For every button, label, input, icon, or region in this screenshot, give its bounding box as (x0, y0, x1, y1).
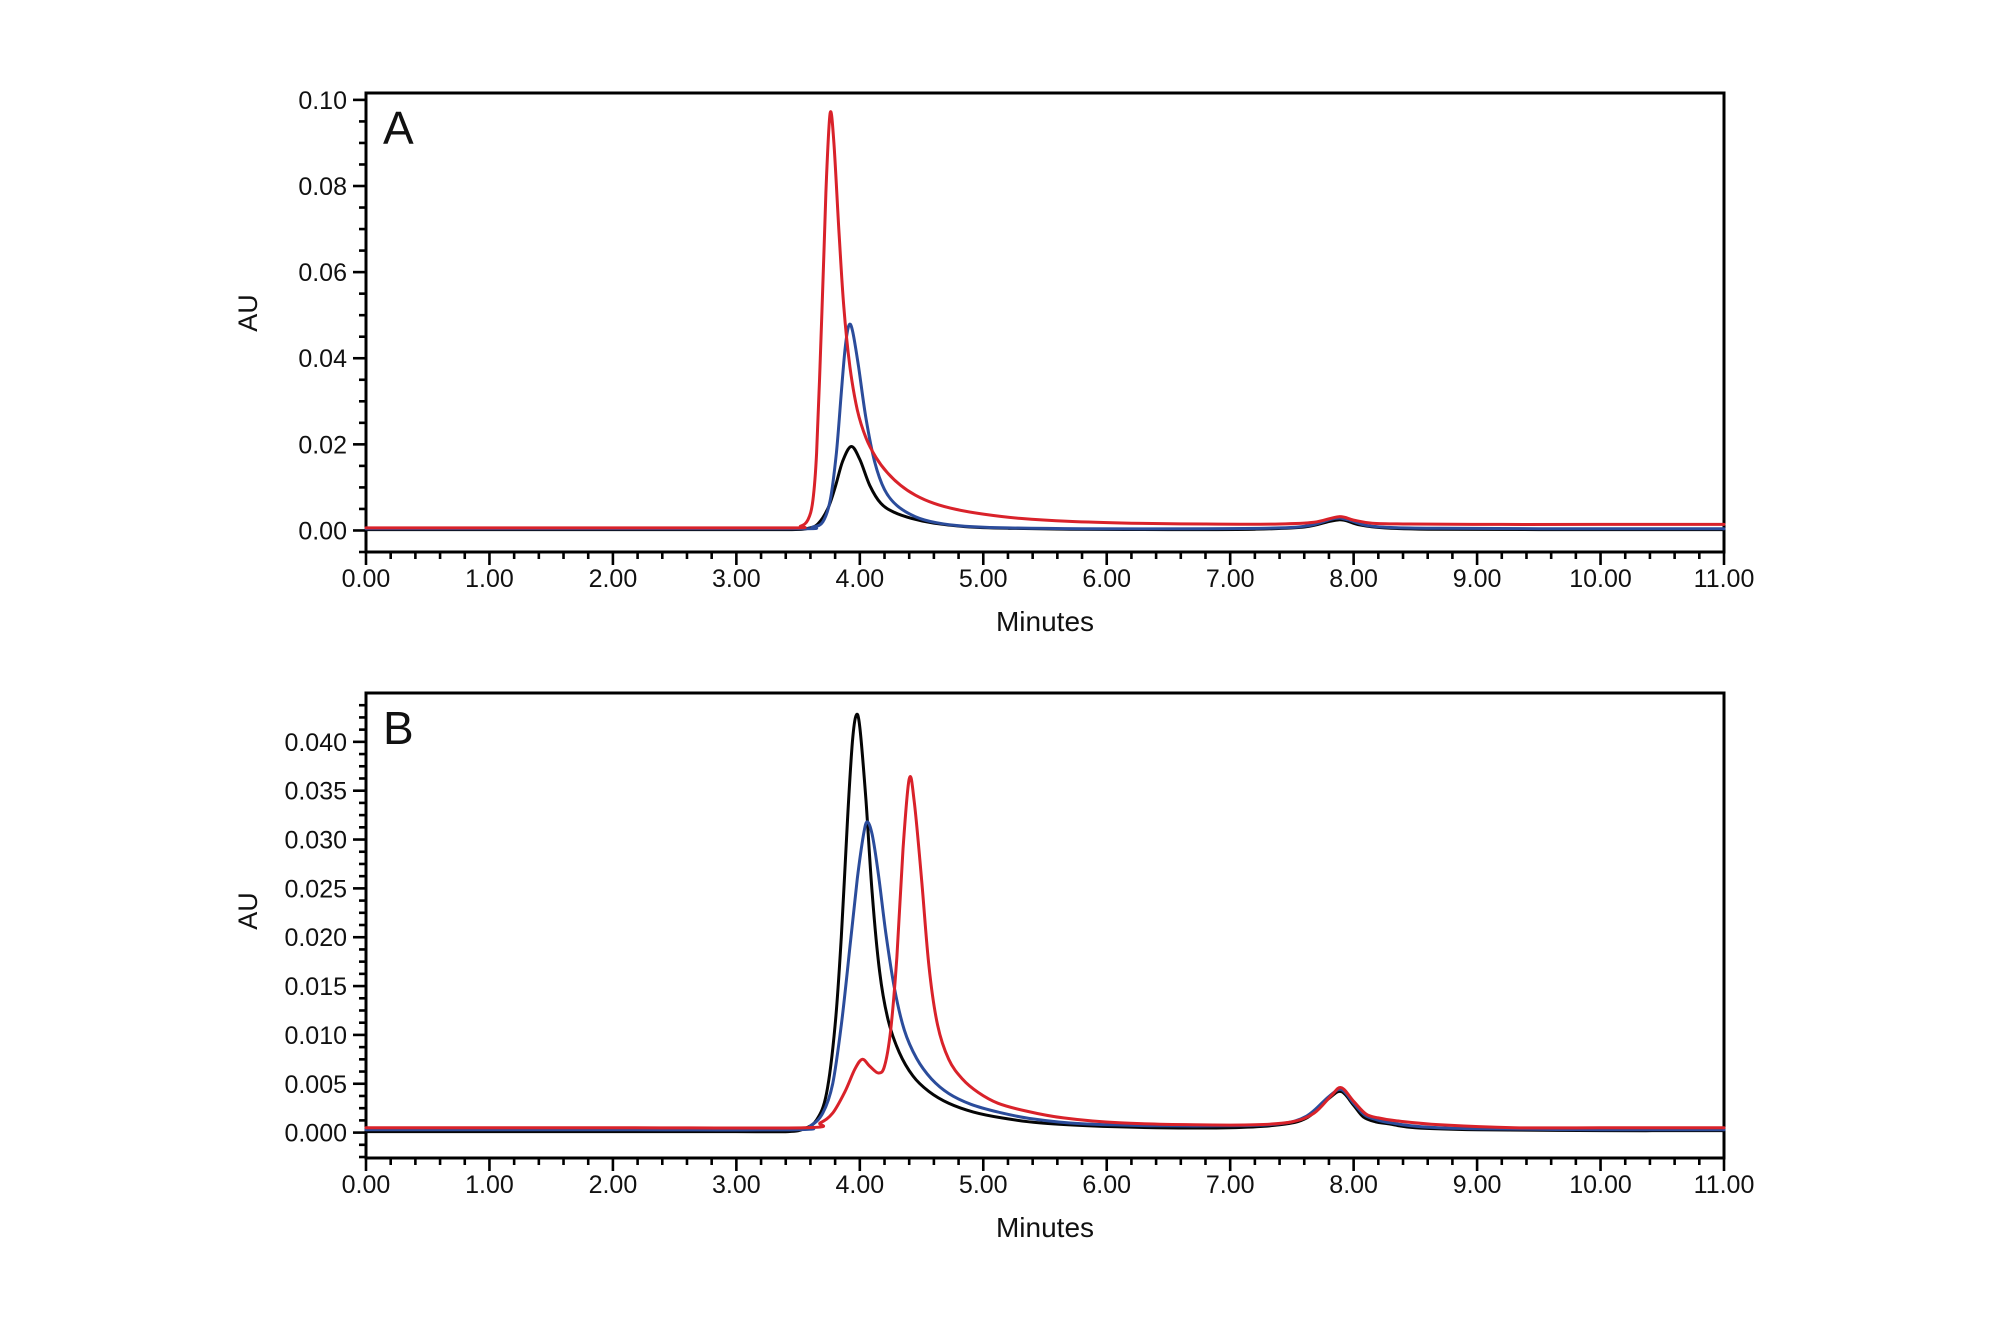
y-tick-label: 0.040 (284, 729, 347, 757)
y-axis-title: AU (233, 294, 263, 332)
x-tick-label: 2.00 (589, 565, 638, 593)
x-tick-label: 0.00 (342, 1171, 391, 1199)
x-tick-label: 11.00 (1694, 1171, 1755, 1199)
y-tick-label: 0.02 (298, 431, 347, 459)
x-tick-label: 2.00 (589, 1171, 638, 1199)
x-tick-label: 5.00 (959, 565, 1008, 593)
y-tick-label: 0.000 (284, 1120, 347, 1148)
black-trace-panel-a (364, 445, 1726, 532)
y-tick-label: 0.030 (284, 827, 347, 855)
y-tick-label: 0.010 (284, 1022, 347, 1050)
x-tick-label: 10.00 (1569, 1171, 1632, 1199)
blue-trace-panel-a (364, 322, 1726, 531)
x-tick-label: 10.00 (1569, 565, 1632, 593)
red-trace-panel-b (364, 775, 1726, 1130)
x-axis-title: Minutes (996, 1212, 1094, 1243)
red-trace-panel-a (364, 110, 1726, 530)
x-tick-label: 7.00 (1206, 1171, 1255, 1199)
x-tick-label: 0.00 (342, 565, 391, 593)
y-axis-title: AU (233, 892, 263, 930)
x-tick-label: 4.00 (835, 1171, 884, 1199)
y-tick-label: 0.06 (298, 259, 347, 287)
x-tick-label: 5.00 (959, 1171, 1008, 1199)
y-tick-label: 0.025 (284, 875, 347, 903)
x-tick-label: 7.00 (1206, 565, 1255, 593)
black-trace-panel-b (364, 712, 1726, 1134)
y-tick-label: 0.08 (298, 173, 347, 201)
y-tick-label: 0.10 (298, 87, 347, 115)
x-tick-label: 11.00 (1694, 565, 1755, 593)
x-tick-label: 3.00 (712, 1171, 761, 1199)
x-tick-label: 1.00 (465, 1171, 514, 1199)
x-tick-label: 6.00 (1082, 565, 1131, 593)
blue-trace-panel-b (364, 820, 1726, 1132)
plot-box-panel-a (364, 91, 1726, 554)
x-tick-label: 4.00 (835, 565, 884, 593)
x-tick-label: 8.00 (1329, 565, 1378, 593)
y-tick-label: 0.04 (298, 345, 347, 373)
panel-label-b: B (383, 702, 414, 754)
x-axis-title: Minutes (996, 606, 1094, 637)
y-tick-label: 0.005 (284, 1071, 347, 1099)
y-tick-label: 0.015 (284, 973, 347, 1001)
plot-box-panel-b (364, 691, 1726, 1160)
x-tick-label: 6.00 (1082, 1171, 1131, 1199)
y-tick-label: 0.020 (284, 924, 347, 952)
x-tick-label: 1.00 (465, 565, 514, 593)
panel-label-a: A (383, 102, 414, 154)
x-tick-label: 9.00 (1453, 1171, 1502, 1199)
x-tick-label: 3.00 (712, 565, 761, 593)
y-tick-label: 0.035 (284, 778, 347, 806)
y-tick-label: 0.00 (298, 517, 347, 545)
x-tick-label: 8.00 (1329, 1171, 1378, 1199)
x-tick-label: 9.00 (1453, 565, 1502, 593)
